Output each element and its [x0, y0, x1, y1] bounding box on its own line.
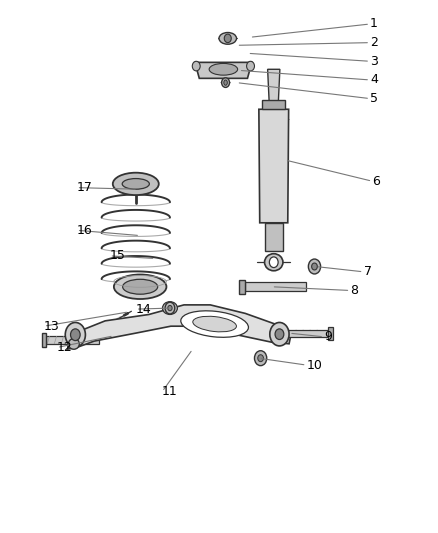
- Ellipse shape: [308, 259, 321, 274]
- Ellipse shape: [265, 254, 283, 271]
- Text: 12: 12: [57, 341, 73, 354]
- Ellipse shape: [224, 34, 231, 43]
- Text: 15: 15: [110, 249, 125, 262]
- Ellipse shape: [275, 329, 284, 340]
- Ellipse shape: [270, 322, 289, 346]
- Ellipse shape: [269, 257, 278, 268]
- Ellipse shape: [209, 63, 237, 75]
- Ellipse shape: [113, 173, 159, 195]
- Ellipse shape: [222, 78, 230, 87]
- Ellipse shape: [68, 338, 79, 349]
- Text: 11: 11: [162, 385, 178, 398]
- Ellipse shape: [192, 61, 200, 71]
- Text: 7: 7: [364, 265, 371, 278]
- Ellipse shape: [165, 302, 175, 314]
- Polygon shape: [245, 282, 306, 291]
- Polygon shape: [42, 333, 46, 347]
- Polygon shape: [328, 327, 333, 340]
- Polygon shape: [265, 223, 283, 251]
- Polygon shape: [195, 62, 252, 78]
- Polygon shape: [46, 336, 99, 344]
- Ellipse shape: [193, 316, 237, 332]
- Polygon shape: [259, 109, 289, 223]
- Ellipse shape: [258, 355, 263, 361]
- Text: 17: 17: [77, 181, 92, 194]
- Ellipse shape: [181, 311, 248, 337]
- Ellipse shape: [168, 305, 172, 311]
- Ellipse shape: [122, 179, 149, 189]
- Text: 3: 3: [370, 55, 378, 68]
- Polygon shape: [285, 330, 328, 337]
- Ellipse shape: [311, 263, 317, 270]
- Text: 10: 10: [307, 359, 322, 372]
- Text: 5: 5: [370, 92, 378, 105]
- Ellipse shape: [123, 279, 158, 294]
- Ellipse shape: [65, 322, 85, 347]
- Text: 1: 1: [370, 18, 378, 30]
- Text: 13: 13: [44, 320, 60, 333]
- Ellipse shape: [162, 302, 177, 314]
- Text: 4: 4: [370, 74, 378, 86]
- Ellipse shape: [224, 80, 227, 85]
- Polygon shape: [68, 305, 291, 349]
- Ellipse shape: [71, 329, 80, 341]
- Text: 9: 9: [324, 330, 332, 343]
- Text: 2: 2: [370, 36, 378, 49]
- Text: 14: 14: [136, 303, 152, 316]
- Polygon shape: [262, 100, 285, 109]
- Polygon shape: [239, 280, 245, 294]
- Ellipse shape: [247, 61, 254, 71]
- Polygon shape: [268, 69, 280, 107]
- Text: 6: 6: [372, 175, 380, 188]
- Ellipse shape: [219, 33, 237, 44]
- Text: 8: 8: [350, 284, 358, 297]
- Ellipse shape: [114, 274, 166, 299]
- Text: 16: 16: [77, 224, 92, 237]
- Ellipse shape: [254, 351, 267, 366]
